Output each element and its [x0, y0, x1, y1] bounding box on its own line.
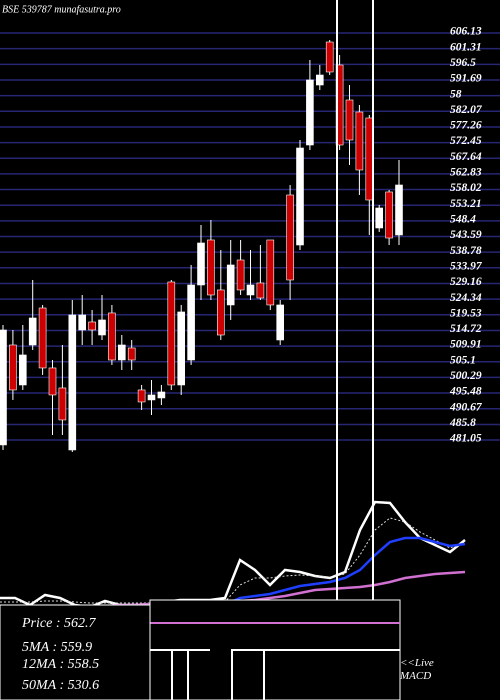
- candle-body: [256, 282, 265, 299]
- candle-body: [385, 191, 393, 239]
- y-tick-label: 572.45: [450, 135, 482, 147]
- candle-body: [197, 242, 205, 286]
- y-tick-label: 582.07: [450, 104, 483, 116]
- info-text: Price : 562.7: [21, 616, 96, 631]
- y-tick-label: 601.31: [450, 41, 482, 53]
- y-tick-label: 505.1: [450, 354, 476, 366]
- y-tick-label: 553.21: [450, 198, 482, 210]
- candle-body: [345, 99, 354, 141]
- candle-body: [355, 111, 364, 171]
- candle-body: [365, 117, 374, 201]
- candle-body: [78, 314, 86, 331]
- candle-body: [276, 304, 285, 341]
- y-tick-label: 481.05: [449, 433, 482, 445]
- y-tick-label: 538.78: [450, 245, 482, 257]
- candle-body: [177, 311, 185, 386]
- y-tick-label: 577.26: [450, 120, 482, 132]
- chart-title: BSE 539787 munafasutra.pro: [2, 4, 121, 15]
- candle-body: [226, 264, 235, 306]
- macd-line: [150, 649, 400, 700]
- y-tick-label: 58: [450, 88, 462, 100]
- candle-body: [207, 239, 215, 296]
- y-tick-label: 495.48: [449, 386, 482, 398]
- y-tick-label: 596.5: [450, 57, 476, 69]
- y-tick-label: 529.16: [450, 276, 482, 288]
- indicator-line: [0, 517, 466, 604]
- candle-body: [118, 344, 126, 361]
- candle-body: [167, 281, 176, 386]
- y-tick-label: 548.4: [450, 213, 476, 225]
- note-text: <<Live MACD: [400, 657, 434, 682]
- candle-body: [296, 147, 304, 246]
- candle-body: [286, 194, 294, 281]
- candle-body: [325, 41, 334, 73]
- info-box: [0, 604, 151, 700]
- candle-body: [28, 317, 37, 346]
- candle-body: [38, 307, 47, 369]
- candle-body: [108, 312, 116, 361]
- y-tick-label: 558.02: [450, 182, 482, 194]
- y-tick-label: 543.59: [450, 229, 482, 241]
- candle-body: [127, 347, 136, 361]
- y-tick-label: 567.64: [450, 151, 482, 163]
- candle-body: [187, 284, 195, 361]
- y-tick-label: 500.29: [450, 370, 482, 382]
- candle-body: [157, 391, 166, 399]
- y-tick-label: 509.91: [450, 339, 482, 351]
- candle-body: [246, 284, 255, 296]
- y-tick-label: 591.69: [450, 73, 482, 85]
- candle-body: [18, 354, 27, 386]
- candle-body: [88, 321, 96, 331]
- candle-body: [266, 239, 275, 306]
- y-tick-label: 490.67: [449, 401, 483, 413]
- y-tick-label: 485.8: [449, 417, 476, 429]
- y-tick-label: 606.13: [450, 26, 482, 38]
- candle-body: [236, 259, 245, 291]
- candle-body: [315, 74, 324, 86]
- y-tick-label: 562.83: [450, 167, 482, 179]
- candle-body: [48, 367, 57, 396]
- candle-body: [68, 314, 77, 451]
- info-text: 50MA : 530.6: [22, 678, 99, 693]
- candle-body: [375, 207, 384, 229]
- y-tick-label: 514.72: [450, 323, 482, 335]
- candle-body: [58, 387, 67, 421]
- info-text: 5MA : 559.9: [22, 640, 92, 655]
- candle-body: [137, 389, 146, 403]
- y-tick-label: 524.34: [450, 292, 482, 304]
- candle-body: [98, 319, 106, 336]
- candle-body: [306, 79, 314, 146]
- candle-body: [217, 289, 225, 336]
- candle-body: [9, 344, 17, 391]
- info-text: 12MA : 558.5: [22, 657, 99, 672]
- candle-body: [395, 184, 403, 236]
- candle-body: [147, 394, 156, 401]
- y-tick-label: 519.53: [450, 307, 482, 319]
- note: <<Live MACD: [400, 657, 434, 682]
- candle-body: [0, 329, 7, 446]
- y-tick-label: 533.97: [450, 260, 483, 272]
